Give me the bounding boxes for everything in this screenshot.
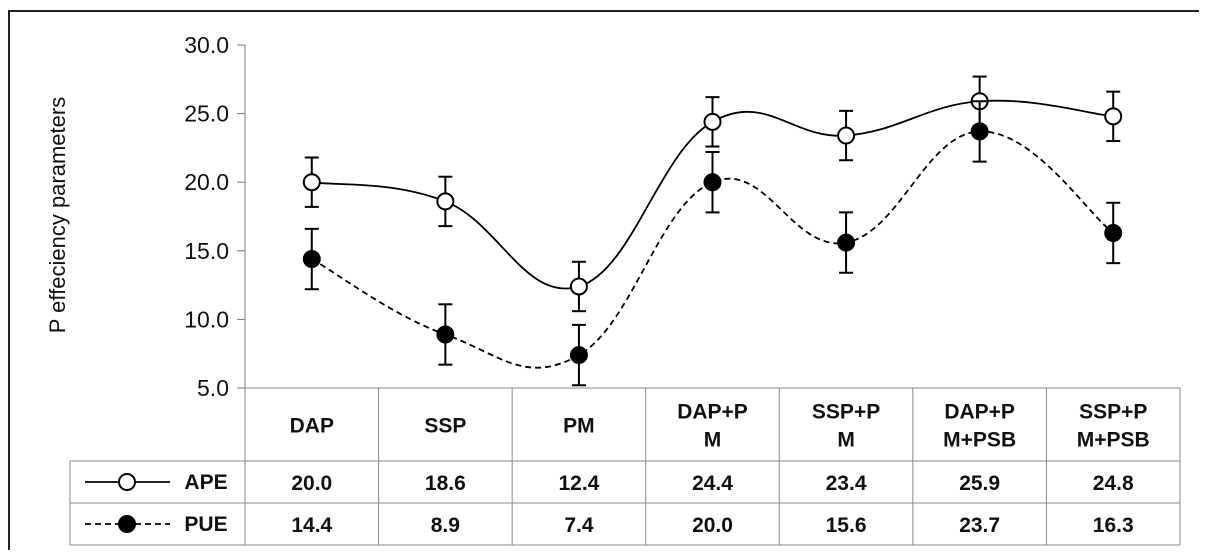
category-label: M+PSB (1077, 429, 1150, 452)
y-tick-label: 10.0 (184, 306, 229, 332)
data-point-ape (436, 192, 455, 211)
table-value: 24.4 (692, 472, 733, 495)
data-point-pue (1104, 223, 1123, 242)
table-value: 18.6 (425, 472, 466, 495)
category-label: SSP+P (812, 401, 880, 424)
category-label: DAP+P (944, 401, 1015, 424)
table-value: 12.4 (558, 472, 599, 495)
table-value: 25.9 (959, 472, 1000, 495)
data-point-pue (703, 173, 722, 192)
legend-marker-pue (118, 515, 136, 533)
data-point-ape (1104, 107, 1123, 126)
category-label: DAP (290, 415, 334, 438)
y-tick-label: 30.0 (184, 32, 229, 58)
category-label: M (704, 429, 722, 452)
table-value: 23.7 (959, 514, 1000, 537)
table-value: 20.0 (291, 472, 332, 495)
table-value: 23.4 (826, 472, 867, 495)
y-tick-label: 5.0 (197, 375, 229, 401)
category-label: SSP (424, 415, 466, 438)
category-label: PM (563, 415, 595, 438)
data-point-pue (837, 233, 856, 252)
legend-marker-ape (118, 473, 136, 491)
y-tick-label: 20.0 (184, 169, 229, 195)
data-point-ape (703, 112, 722, 131)
y-tick-label: 25.0 (184, 101, 229, 127)
data-point-pue (302, 250, 321, 269)
table-value: 14.4 (291, 514, 332, 537)
y-tick-label: 15.0 (184, 238, 229, 264)
table-value: 15.6 (826, 514, 867, 537)
category-label: M+PSB (943, 429, 1016, 452)
legend-label-pue: PUE (184, 513, 227, 536)
data-point-ape (837, 126, 856, 145)
category-label: SSP+P (1079, 401, 1147, 424)
data-point-pue (569, 346, 588, 365)
legend-label-ape: APE (184, 471, 227, 494)
data-point-pue (436, 325, 455, 344)
table-value: 20.0 (692, 514, 733, 537)
table-value: 16.3 (1093, 514, 1134, 537)
data-point-pue (970, 122, 989, 141)
table-value: 8.9 (431, 514, 460, 537)
table-value: 24.8 (1093, 472, 1134, 495)
category-label: DAP+P (677, 401, 748, 424)
chart-frame (8, 10, 1199, 550)
table-value: 7.4 (564, 514, 594, 537)
data-point-ape (569, 277, 588, 296)
category-label: M (837, 429, 855, 452)
data-point-ape (302, 173, 321, 192)
